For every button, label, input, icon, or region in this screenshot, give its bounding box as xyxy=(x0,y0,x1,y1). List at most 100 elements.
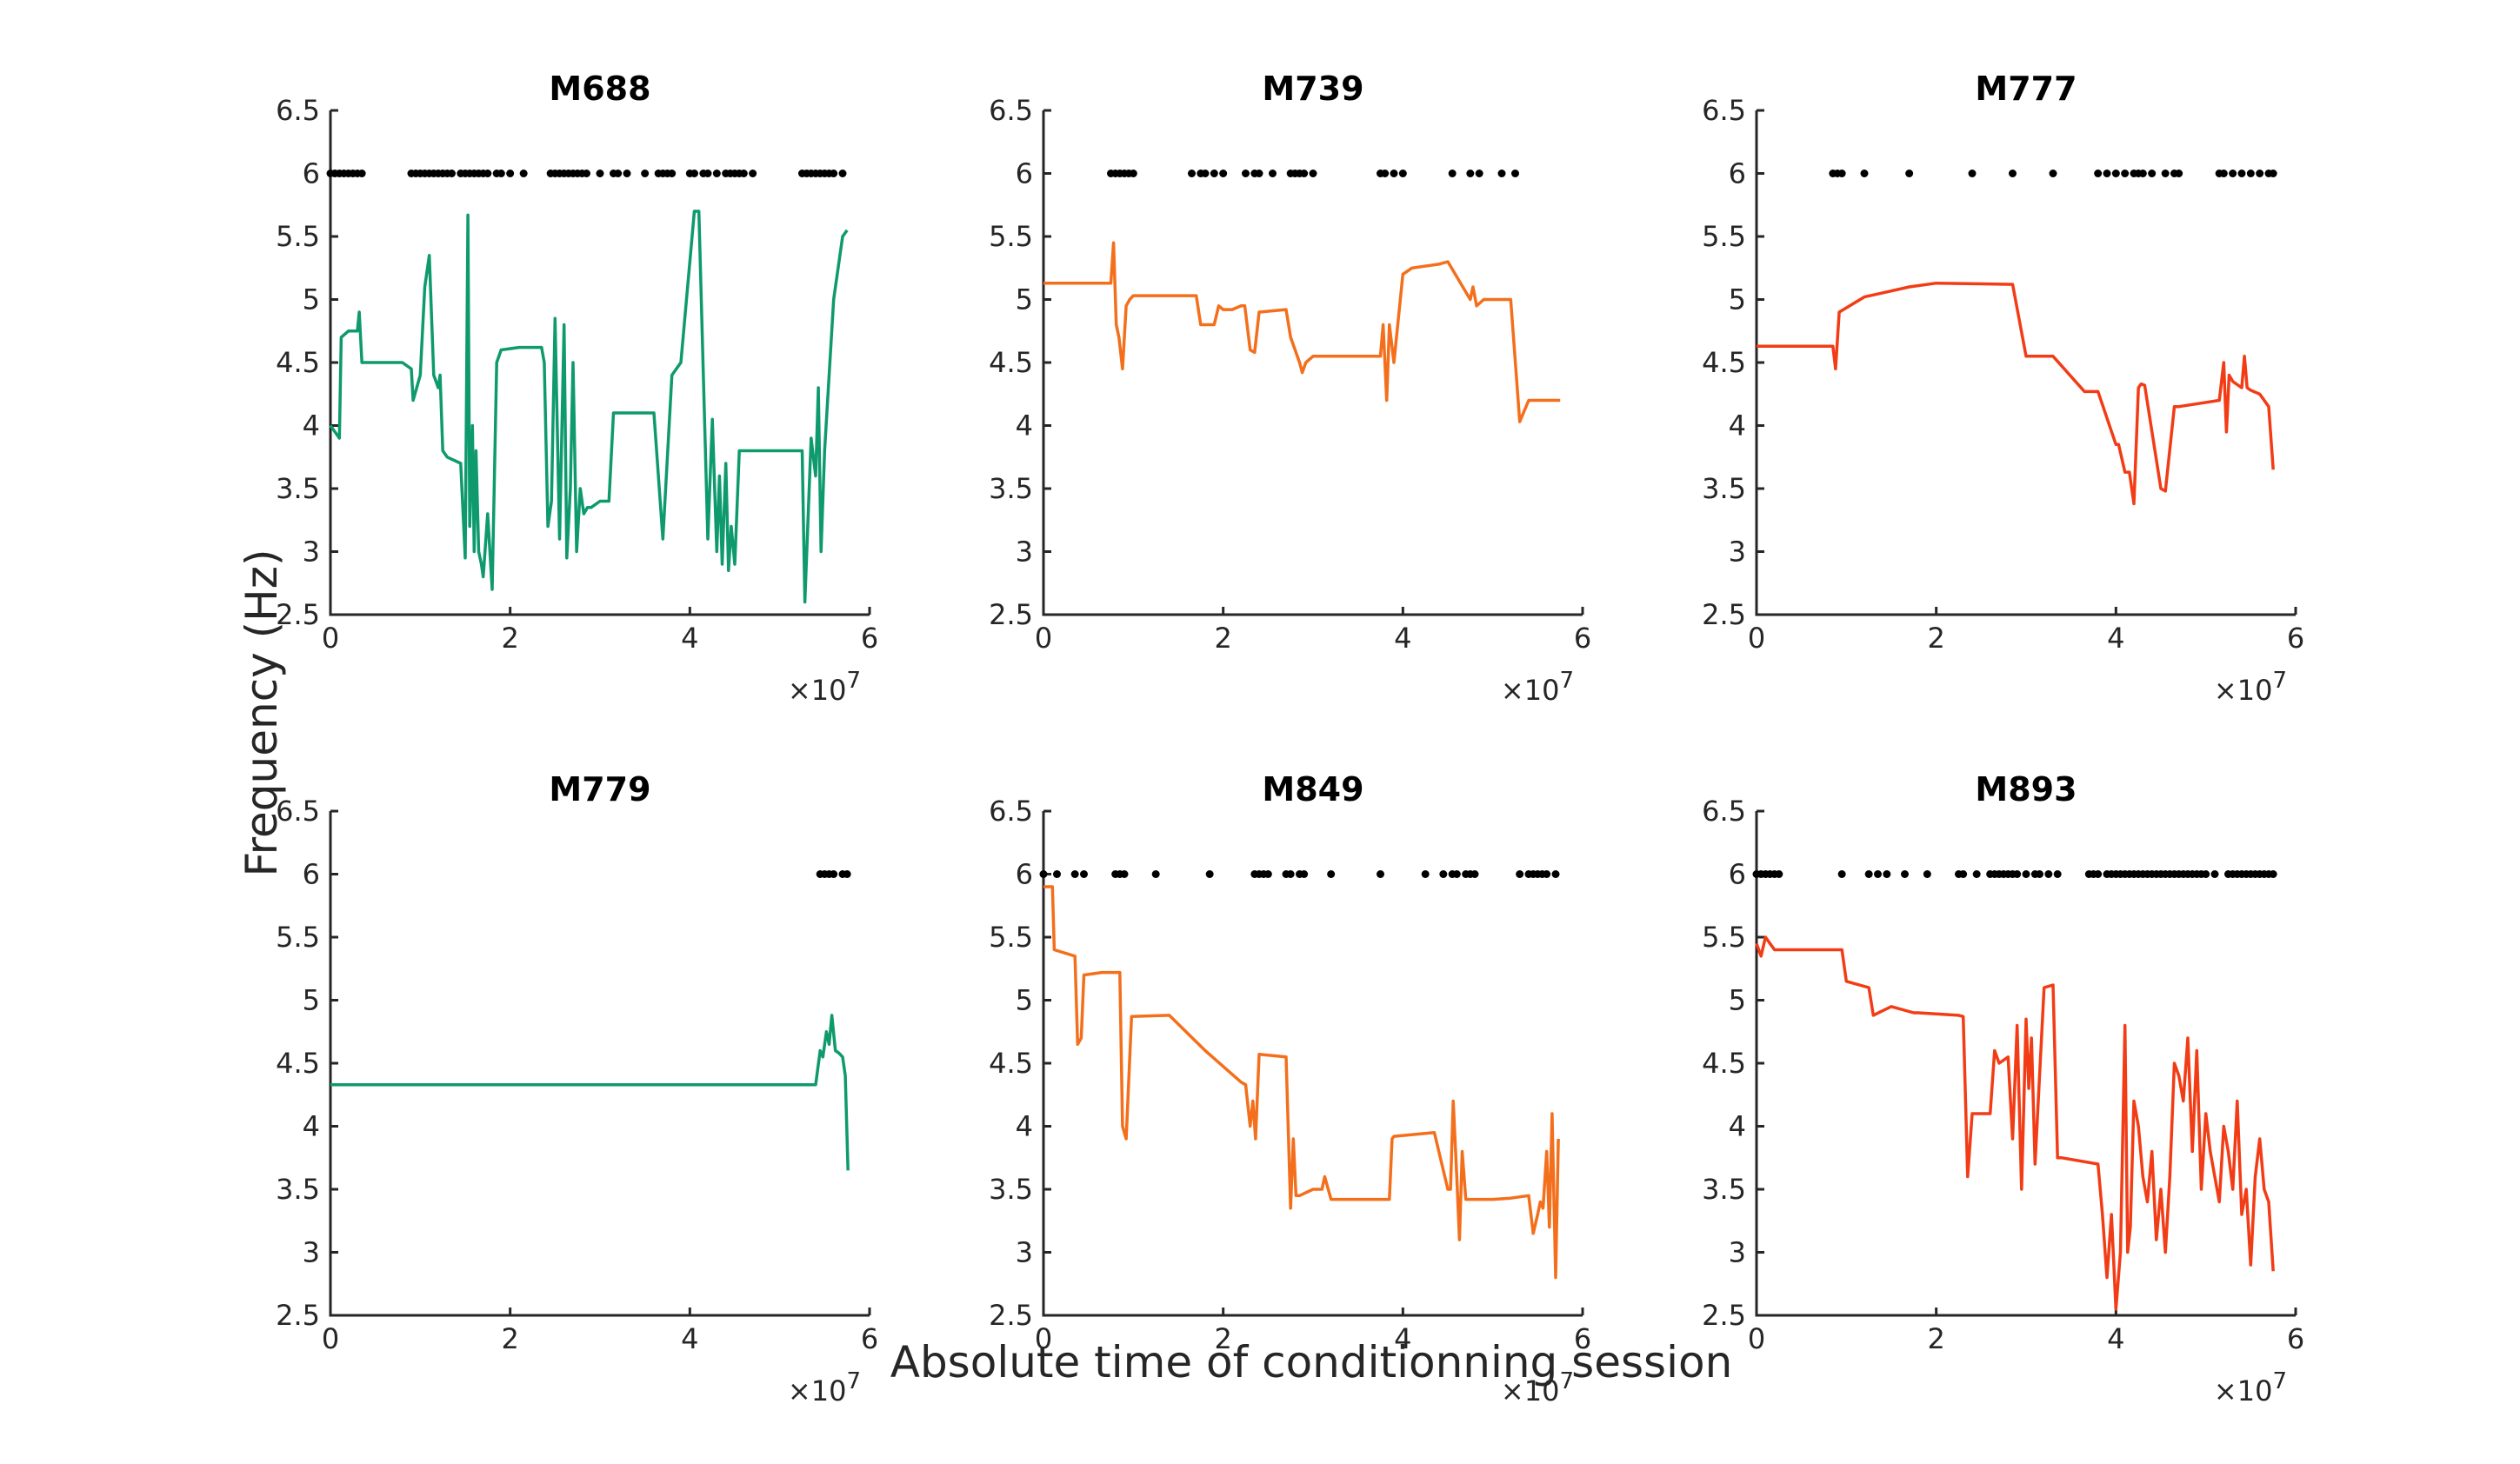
x-axis-multiplier-base: ×10 xyxy=(788,674,847,707)
event-marker xyxy=(1439,870,1448,878)
event-marker xyxy=(596,170,604,177)
x-tick-label: 2 xyxy=(1214,622,1231,655)
axes-frame xyxy=(329,811,870,1317)
event-marker xyxy=(2121,170,2130,177)
event-marker xyxy=(2175,170,2183,177)
panel-title: M688 xyxy=(549,70,650,108)
event-marker xyxy=(448,170,456,177)
event-marker xyxy=(2161,170,2170,177)
x-tick-label: 4 xyxy=(1394,622,1411,655)
event-marker xyxy=(623,170,631,177)
event-markers xyxy=(1829,170,2277,177)
event-marker xyxy=(2219,170,2228,177)
event-marker xyxy=(2229,170,2237,177)
panel-title: M779 xyxy=(549,770,650,809)
x-axis-multiplier-base: ×10 xyxy=(1501,1374,1560,1407)
x-axis-multiplier-base: ×10 xyxy=(2214,674,2273,707)
event-marker xyxy=(2210,870,2219,878)
event-marker xyxy=(1543,870,1551,878)
x-axis-multiplier: ×107 xyxy=(1501,1368,1574,1407)
y-tick-label: 4 xyxy=(1729,409,1746,443)
event-marker xyxy=(641,170,650,177)
event-marker xyxy=(1151,870,1160,878)
y-tick-label: 3 xyxy=(1016,1236,1033,1269)
y-tick-label: 6 xyxy=(303,858,320,891)
event-marker xyxy=(1837,170,1846,177)
event-marker xyxy=(1210,170,1218,177)
event-marker xyxy=(497,170,505,177)
x-tick-label: 4 xyxy=(681,622,698,655)
event-markers xyxy=(1752,870,2277,878)
panel-title: M849 xyxy=(1262,770,1363,809)
event-marker xyxy=(1883,870,1891,878)
y-tick-label: 3.5 xyxy=(1702,472,1746,505)
event-marker xyxy=(2009,170,2017,177)
frequency-line xyxy=(1755,935,2275,1311)
event-marker xyxy=(1475,170,1483,177)
y-tick-label: 3.5 xyxy=(1702,1173,1746,1206)
event-marker xyxy=(739,170,748,177)
event-marker xyxy=(357,170,366,177)
panel-title: M893 xyxy=(1975,770,2077,809)
frequency-line xyxy=(1757,281,2275,506)
y-tick-label: 3.5 xyxy=(989,1173,1033,1206)
event-marker xyxy=(583,170,590,177)
y-tick-label: 6.5 xyxy=(989,795,1033,828)
event-marker xyxy=(614,170,623,177)
y-tick-label: 4 xyxy=(1016,409,1033,443)
y-tick-label: 5.5 xyxy=(1702,921,1746,954)
event-marker xyxy=(1070,870,1079,878)
event-marker xyxy=(830,170,838,177)
panel-title: M739 xyxy=(1262,70,1363,108)
y-tick-label: 2.5 xyxy=(1702,598,1746,631)
event-marker xyxy=(2269,170,2277,177)
event-marker xyxy=(2103,170,2111,177)
event-marker xyxy=(1901,870,1909,878)
y-tick-label: 6.5 xyxy=(989,94,1033,127)
y-tick-label: 5.5 xyxy=(276,921,320,954)
event-marker xyxy=(1205,870,1214,878)
x-axis-multiplier: ×107 xyxy=(788,1368,861,1407)
event-marker xyxy=(1039,870,1048,878)
y-tick-label: 3 xyxy=(1016,536,1033,569)
y-tick-label: 2.5 xyxy=(276,1299,320,1332)
event-marker xyxy=(1959,870,1968,878)
y-tick-label: 6 xyxy=(1729,858,1746,891)
event-marker xyxy=(1775,870,1783,878)
x-tick-label: 0 xyxy=(322,622,339,655)
y-tick-label: 2.5 xyxy=(276,598,320,631)
event-markers xyxy=(1039,870,1560,878)
event-marker xyxy=(749,170,757,177)
event-marker xyxy=(1053,870,1061,878)
y-tick-label: 4.5 xyxy=(1702,1047,1746,1080)
event-marker xyxy=(1201,170,1210,177)
x-tick-label: 6 xyxy=(2287,622,2304,655)
x-axis-multiplier-exponent: 7 xyxy=(846,1368,861,1394)
x-tick-label: 0 xyxy=(1035,622,1052,655)
event-marker xyxy=(1242,170,1250,177)
event-marker xyxy=(1188,170,1196,177)
axes-frame xyxy=(1042,811,1583,1317)
event-marker xyxy=(1390,170,1398,177)
frequency-line xyxy=(1043,241,1561,423)
event-marker xyxy=(2237,170,2246,177)
event-marker xyxy=(1269,170,1277,177)
y-tick-label: 5 xyxy=(1729,283,1746,316)
y-tick-label: 4.5 xyxy=(1702,346,1746,379)
event-marker xyxy=(1286,870,1295,878)
y-tick-label: 2.5 xyxy=(989,1299,1033,1332)
y-tick-label: 4.5 xyxy=(276,346,320,379)
event-marker xyxy=(2148,170,2157,177)
x-tick-label: 4 xyxy=(2107,622,2124,655)
x-axis-multiplier: ×107 xyxy=(2214,1368,2287,1407)
event-markers xyxy=(1107,170,1519,177)
event-marker xyxy=(1327,870,1336,878)
event-marker xyxy=(1497,170,1506,177)
y-tick-label: 3.5 xyxy=(276,472,320,505)
event-marker xyxy=(2044,870,2053,878)
event-marker xyxy=(838,170,847,177)
y-tick-label: 5 xyxy=(1729,984,1746,1017)
event-marker xyxy=(2256,170,2264,177)
